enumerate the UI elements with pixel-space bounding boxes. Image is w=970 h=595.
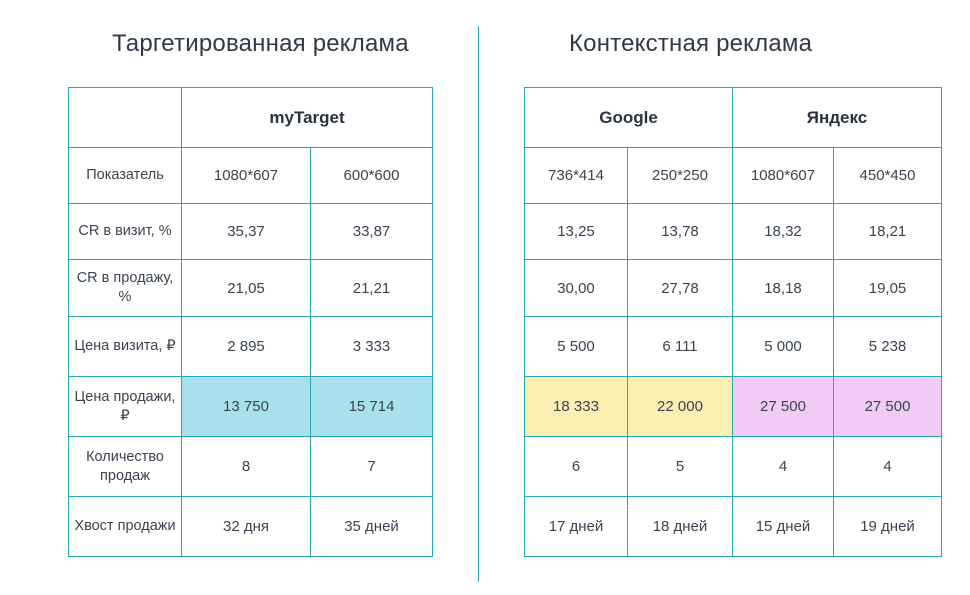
format-cell: 450*450 (832, 147, 943, 204)
value-cell: 32 дня (181, 496, 311, 557)
value-cell: 21,21 (309, 259, 434, 317)
value-cell: 13,25 (524, 203, 628, 260)
platform-yandex: Яндекс (731, 87, 943, 148)
value-cell: 5 238 (832, 316, 943, 377)
value-cell-highlight: 27 500 (732, 376, 834, 437)
row-label-cr-sale: CR в продажу, % (68, 259, 182, 317)
table-row: Цена визита, ₽ 2 895 3 333 (68, 316, 434, 377)
value-cell: 4 (832, 436, 943, 497)
table-row: 736*414 250*250 1080*607 450*450 (524, 147, 943, 204)
value-cell: 21,05 (181, 259, 311, 317)
value-cell: 18,21 (832, 203, 943, 260)
value-cell: 5 (627, 436, 733, 497)
value-cell: 17 дней (524, 496, 628, 557)
row-label-sales-count: Количество продаж (68, 436, 182, 497)
table-row: 5 500 6 111 5 000 5 238 (524, 316, 943, 377)
value-cell: 15 дней (732, 496, 834, 557)
contextual-ads-title: Контекстная реклама (569, 30, 813, 57)
value-cell-highlight: 18 333 (524, 376, 628, 437)
value-cell-highlight: 15 714 (309, 376, 434, 437)
value-cell-highlight: 22 000 (627, 376, 733, 437)
table-row: 18 333 22 000 27 500 27 500 (524, 376, 943, 437)
value-cell: 5 000 (732, 316, 834, 377)
value-cell: 2 895 (181, 316, 311, 377)
platform-google: Google (524, 87, 733, 148)
table-row: 30,00 27,78 18,18 19,05 (524, 259, 943, 317)
value-cell: 30,00 (524, 259, 628, 317)
row-label-indicator: Показатель (68, 147, 182, 204)
value-cell: 7 (309, 436, 434, 497)
value-cell: 5 500 (524, 316, 628, 377)
section-divider (478, 26, 479, 582)
table-row: 17 дней 18 дней 15 дней 19 дней (524, 496, 943, 557)
value-cell: 6 111 (627, 316, 733, 377)
row-label-sales-tail: Хвост продажи (68, 496, 182, 557)
table-row: 13,25 13,78 18,32 18,21 (524, 203, 943, 260)
value-cell: 19 дней (832, 496, 943, 557)
value-cell: 35 дней (309, 496, 434, 557)
value-cell: 8 (181, 436, 311, 497)
row-label-cr-visit: CR в визит, % (68, 203, 182, 260)
value-cell: 19,05 (832, 259, 943, 317)
format-cell: 1080*607 (181, 147, 311, 204)
value-cell: 3 333 (309, 316, 434, 377)
table-row: Цена продажи, ₽ 13 750 15 714 (68, 376, 434, 437)
platform-mytarget: myTarget (180, 87, 434, 148)
table-row: CR в продажу, % 21,05 21,21 (68, 259, 434, 317)
value-cell: 27,78 (627, 259, 733, 317)
table-row: 6 5 4 4 (524, 436, 943, 497)
table-row: Показатель 1080*607 600*600 (68, 147, 434, 204)
value-cell: 6 (524, 436, 628, 497)
table-row: Хвост продажи 32 дня 35 дней (68, 496, 434, 557)
value-cell-highlight: 27 500 (832, 376, 943, 437)
row-label-sale-price: Цена продажи, ₽ (68, 376, 182, 437)
value-cell: 18 дней (627, 496, 733, 557)
value-cell: 18,18 (732, 259, 834, 317)
row-label-visit-price: Цена визита, ₽ (68, 316, 182, 377)
format-cell: 250*250 (627, 147, 733, 204)
format-cell: 1080*607 (732, 147, 834, 204)
format-cell: 600*600 (309, 147, 434, 204)
value-cell: 18,32 (732, 203, 834, 260)
table-row: Количество продаж 8 7 (68, 436, 434, 497)
targeted-ads-table: myTarget Показатель 1080*607 600*600 CR … (68, 87, 434, 557)
value-cell: 13,78 (627, 203, 733, 260)
corner-cell (68, 87, 182, 148)
contextual-ads-table: Google Яндекс 736*414 250*250 1080*607 4… (524, 87, 943, 557)
value-cell: 4 (732, 436, 834, 497)
format-cell: 736*414 (524, 147, 628, 204)
value-cell: 35,37 (181, 203, 311, 260)
table-header-row: Google Яндекс (524, 87, 943, 148)
value-cell: 33,87 (309, 203, 434, 260)
targeted-ads-title: Таргетированная реклама (112, 30, 409, 57)
table-row: CR в визит, % 35,37 33,87 (68, 203, 434, 260)
value-cell-highlight: 13 750 (181, 376, 311, 437)
table-header-row: myTarget (68, 87, 434, 148)
